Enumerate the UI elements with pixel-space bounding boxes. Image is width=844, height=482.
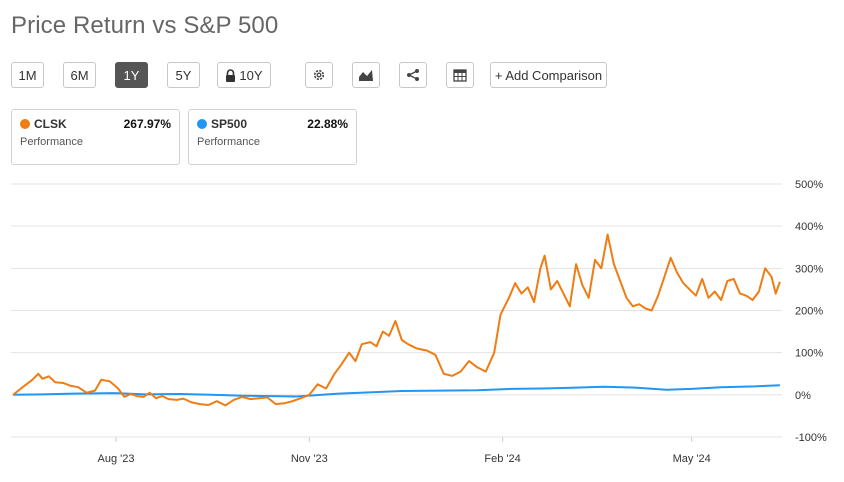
y-tick-label: 300% — [795, 263, 823, 275]
y-axis-ticks: 500% 400% 300% 200% 100% 0% -100% — [795, 179, 827, 444]
legend-ticker: SP500 — [211, 117, 248, 131]
y-tick-label: 500% — [795, 179, 823, 191]
settings-button[interactable] — [305, 62, 333, 88]
x-tick-label: Nov '23 — [291, 453, 328, 465]
add-comparison-button[interactable]: + Add Comparison — [490, 62, 607, 88]
page-title: Price Return vs S&P 500 — [11, 12, 279, 39]
y-gridlines — [11, 183, 782, 438]
sp500-color-dot — [197, 119, 207, 129]
range-1m-button[interactable]: 1M — [11, 62, 44, 88]
y-tick-label: -100% — [795, 432, 827, 444]
x-tick-label: Aug '23 — [98, 453, 135, 465]
range-5y-button[interactable]: 5Y — [167, 62, 200, 88]
range-10y-button[interactable]: 10Y — [217, 62, 271, 88]
legend-performance-value: 267.97% — [123, 117, 171, 131]
x-axis-ticks: Aug '23 Nov '23 Feb '24 May '24 — [98, 437, 711, 465]
range-1y-button[interactable]: 1Y — [115, 62, 148, 88]
chart-type-button[interactable] — [352, 62, 380, 88]
legend-performance-value: 22.88% — [307, 117, 348, 131]
legend-ticker: CLSK — [34, 117, 67, 131]
y-tick-label: 0% — [795, 390, 811, 402]
y-tick-label: 400% — [795, 221, 823, 233]
series-line-sp500 — [13, 384, 780, 398]
range-10y-label: 10Y — [239, 67, 263, 83]
range-6m-button[interactable]: 6M — [63, 62, 96, 88]
y-tick-label: 100% — [795, 348, 823, 360]
price-return-chart[interactable]: 500% 400% 300% 200% 100% 0% -100% Aug '23 Nov '… — [0, 170, 844, 482]
share-icon — [407, 69, 419, 81]
legend-card-sp500[interactable]: SP500 22.88% Performance — [188, 109, 357, 165]
x-tick-label: Feb '24 — [484, 453, 520, 465]
y-tick-label: 200% — [795, 306, 823, 318]
legend-card-clsk[interactable]: CLSK 267.97% Performance — [11, 109, 180, 165]
series-lines — [12, 233, 781, 407]
clsk-color-dot — [20, 119, 30, 129]
lock-icon — [226, 68, 236, 82]
settings-gear-icon — [313, 69, 325, 81]
share-button[interactable] — [399, 62, 427, 88]
x-tick-label: May '24 — [673, 453, 711, 465]
chart-type-icon — [359, 70, 373, 81]
legend-sub-label: Performance — [20, 136, 83, 148]
table-view-button[interactable] — [446, 62, 474, 88]
series-line-clsk — [12, 233, 781, 407]
legend-sub-label: Performance — [197, 136, 260, 148]
table-icon — [453, 68, 467, 82]
